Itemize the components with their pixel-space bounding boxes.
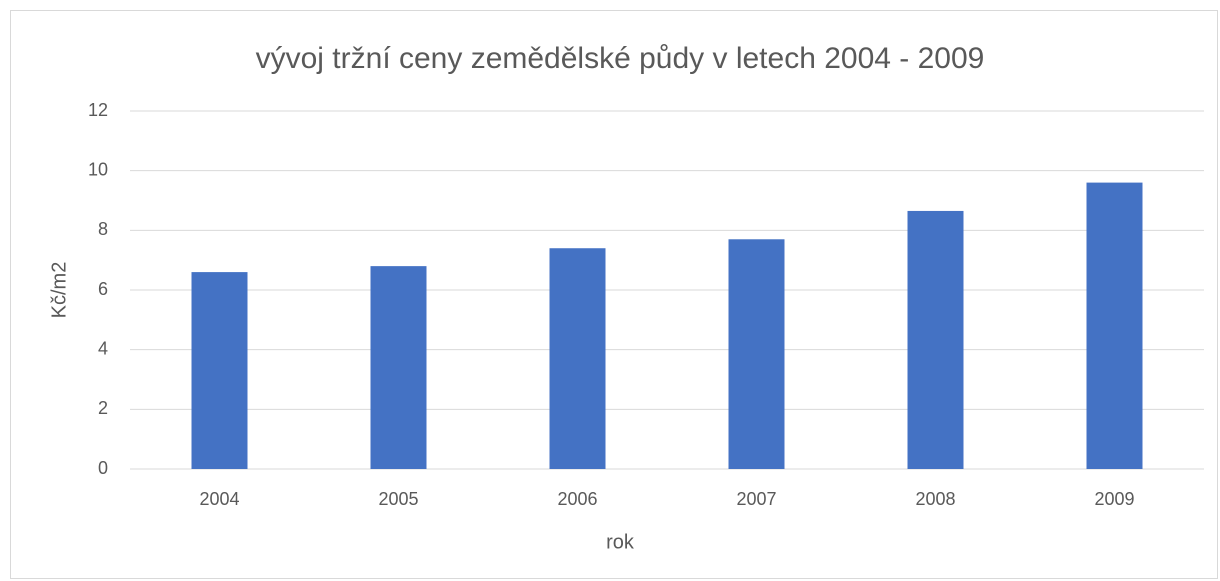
x-axis-label: rok xyxy=(606,531,635,553)
bar xyxy=(1086,182,1143,469)
bar xyxy=(549,248,606,469)
bar xyxy=(370,266,427,469)
bar xyxy=(907,210,964,470)
bar xyxy=(728,239,785,469)
x-tick-label: 2005 xyxy=(378,489,418,509)
y-tick-label: 8 xyxy=(98,219,108,239)
y-tick-label: 10 xyxy=(88,159,108,179)
x-tick-label: 2008 xyxy=(915,489,955,509)
chart-title: vývoj tržní ceny zemědělské půdy v letec… xyxy=(256,42,985,75)
y-tick-label: 6 xyxy=(98,279,108,299)
x-tick-label: 2007 xyxy=(736,489,776,509)
bar xyxy=(191,272,248,469)
y-tick-label: 2 xyxy=(98,398,108,418)
y-tick-label: 0 xyxy=(98,458,108,478)
x-tick-label: 2006 xyxy=(557,489,597,509)
y-axis-label: Kč/m2 xyxy=(48,262,70,319)
x-tick-label: 2004 xyxy=(199,489,239,509)
y-tick-label: 12 xyxy=(88,100,108,120)
x-tick-label: 2009 xyxy=(1094,489,1134,509)
y-tick-label: 4 xyxy=(98,338,108,358)
